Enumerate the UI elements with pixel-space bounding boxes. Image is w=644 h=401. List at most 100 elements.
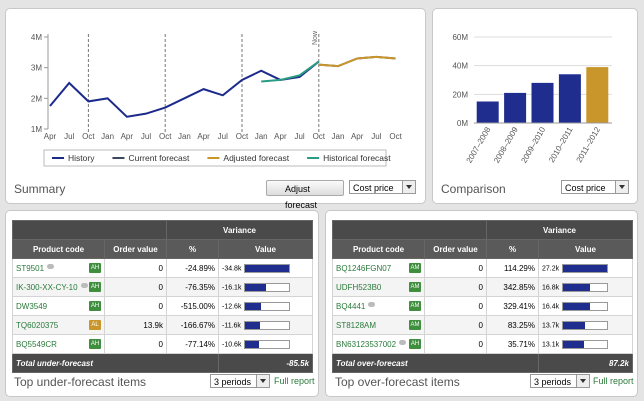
order-cell: 0 (104, 258, 167, 278)
bar (531, 82, 554, 123)
pct-cell: 342.85% (486, 277, 539, 297)
code-cell: BQ1246FGN07 AM (332, 258, 425, 278)
full-report-link[interactable]: Full report (593, 376, 634, 386)
code-cell: TQ6020375 AL (12, 315, 105, 335)
header-row: Variance (332, 220, 634, 240)
product-code[interactable]: UDFH523B0 (336, 282, 382, 292)
x-tick-label: Jul (294, 132, 304, 141)
price-select[interactable]: Cost price (561, 180, 629, 194)
header-row: Product code Order value% Value (332, 239, 634, 259)
x-tick-label: 2010–2011 (547, 125, 575, 164)
column-header: % (486, 239, 539, 259)
mini-bar (244, 339, 291, 349)
panel-title: Comparison (441, 182, 506, 196)
tag-badge: AH (89, 263, 101, 273)
mini-bar (243, 320, 290, 330)
mini-bar-fill (245, 283, 266, 291)
comment-icon (399, 339, 407, 345)
x-tick-label: Oct (236, 132, 249, 141)
total-row: Total under-forecast -85.5k (12, 353, 314, 373)
mini-bar (562, 301, 609, 311)
product-code[interactable]: ST8128AM (336, 320, 377, 330)
legend-label: Adjusted forecast (223, 153, 289, 163)
value-text: 27.2k (542, 264, 560, 272)
total-value: -85.5k (217, 353, 314, 373)
tag-badge: AH (89, 301, 101, 311)
product-code[interactable]: ST9501 (16, 263, 45, 273)
tag-badge: AH (89, 339, 101, 349)
series-line (261, 60, 320, 83)
pct-cell: -76.35% (166, 277, 219, 297)
tag-badge: AM (409, 282, 421, 292)
panel-title: Top under-forecast items (14, 375, 147, 389)
pct-cell: 329.41% (486, 296, 539, 316)
pct-cell: -515.00% (166, 296, 219, 316)
tag-badge: AH (409, 339, 421, 349)
value-cell: 13.1k (537, 334, 634, 354)
order-cell: 0 (424, 277, 487, 297)
x-tick-label: Oct (159, 132, 172, 141)
mini-bar (244, 263, 291, 273)
y-tick-label: 0M (457, 119, 468, 128)
total-label: Total under-forecast (12, 353, 219, 373)
legend-label: Historical forecast (323, 153, 391, 163)
x-tick-label: Jul (141, 132, 151, 141)
mini-bar (562, 263, 609, 273)
data-table: Variance Product code Order value% Value BQ1… (332, 220, 634, 373)
tag-badge: AH (89, 282, 101, 292)
data-row: IK-300-XX-CY-10 AH 0 -76.35% -16.1k (12, 277, 314, 297)
product-code[interactable]: DW3549 (16, 301, 48, 311)
mini-bar (562, 282, 609, 292)
x-tick-label: Jul (218, 132, 228, 141)
value-cell: 27.2k (537, 258, 634, 278)
data-row: UDFH523B0 AM 0 342.85% 16.8k (332, 277, 634, 297)
x-tick-label: Apr (351, 132, 364, 141)
comment-icon (368, 301, 376, 307)
full-report-link[interactable]: Full report (274, 376, 315, 386)
x-tick-label: Apr (197, 132, 210, 141)
bar (476, 101, 499, 123)
header-row: Variance (12, 220, 314, 240)
product-code[interactable]: IK-300-XX-CY-10 (16, 282, 78, 292)
pct-cell: 114.29% (486, 258, 539, 278)
periods-select[interactable]: 3 periods (530, 374, 590, 388)
code-cell: IK-300-XX-CY-10 AH (12, 277, 105, 297)
value-text: 13.1k (542, 340, 560, 348)
adjust-button[interactable]: Adjust forecast (266, 180, 344, 210)
product-code[interactable]: BQ1246FGN07 (336, 263, 392, 273)
data-row: ST8128AM AM 0 83.25% 13.7k (332, 315, 634, 335)
order-cell: 13.9k (104, 315, 167, 335)
x-tick-label: Oct (313, 132, 326, 141)
product-code[interactable]: BN63123537002 (336, 339, 397, 349)
total-label: Total over-forecast (332, 353, 539, 373)
column-header: Product code (332, 239, 425, 259)
mini-bar-fill (245, 264, 290, 272)
tag-badge: AM (409, 263, 421, 273)
x-tick-label: Apr (44, 132, 57, 141)
order-cell: 0 (104, 334, 167, 354)
column-header: Order value (104, 239, 167, 259)
header-cell (332, 220, 487, 240)
price-select[interactable]: Cost price (349, 180, 416, 194)
pct-cell: -24.89% (166, 258, 219, 278)
value-cell: -34.8k (217, 258, 314, 278)
mini-bar (244, 301, 291, 311)
value-cell: 16.4k (537, 296, 634, 316)
product-code[interactable]: TQ6020375 (16, 320, 59, 330)
value-text: -12.6k (222, 302, 242, 310)
order-cell: 0 (104, 277, 167, 297)
bar (586, 67, 609, 123)
total-value: 87.2k (537, 353, 634, 373)
product-code[interactable]: BQ4441 (336, 301, 366, 311)
group-header: Variance (165, 220, 314, 240)
code-cell: UDFH523B0 AM (332, 277, 425, 297)
bar (558, 74, 581, 123)
y-tick-label: 4M (31, 33, 42, 42)
product-code[interactable]: BQ5549CR (16, 339, 57, 349)
value-cell: 13.7k (537, 315, 634, 335)
mini-bar (562, 339, 609, 349)
periods-select[interactable]: 3 periods (210, 374, 270, 388)
mini-bar-fill (245, 340, 259, 348)
total-row: Total over-forecast 87.2k (332, 353, 634, 373)
series-line (318, 55, 396, 68)
